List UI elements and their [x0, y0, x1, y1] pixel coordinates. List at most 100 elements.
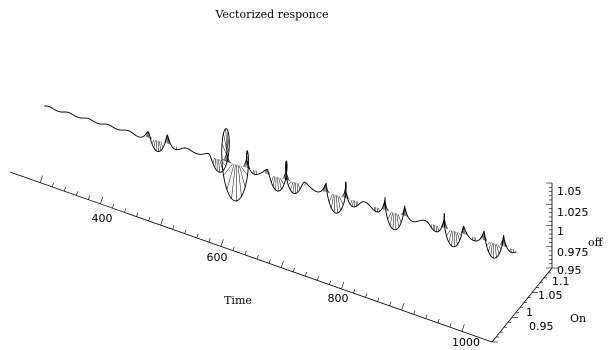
- off-tick-label-1: 1: [557, 225, 564, 238]
- response-vector: [165, 135, 168, 144]
- response-vector: [298, 183, 300, 190]
- response-series: [44, 105, 517, 259]
- response-vector: [151, 139, 155, 144]
- response-vector: [285, 164, 289, 181]
- response-vector: [402, 206, 405, 216]
- response-vector: [443, 216, 447, 229]
- response-vector: [328, 193, 333, 203]
- response-vector: [214, 158, 217, 168]
- response-vector: [392, 212, 395, 230]
- off-tick-label-0.975: 0.975: [557, 246, 589, 259]
- response-vector: [455, 231, 458, 245]
- response-vector: [346, 195, 350, 200]
- response-vector: [502, 235, 504, 247]
- response-vector: [387, 211, 392, 220]
- response-vector: [284, 161, 287, 180]
- response-vector: [509, 248, 511, 252]
- response-vector: [400, 211, 405, 215]
- response-vector: [461, 226, 464, 234]
- on-tick-label-1.1: 1.1: [552, 275, 570, 288]
- time-tick-mark: [341, 281, 345, 289]
- response-vector: [267, 170, 270, 175]
- response-vector: [237, 165, 242, 197]
- response-vector: [247, 163, 251, 169]
- response-vector: [460, 227, 464, 234]
- time-tick-label-400: 400: [92, 212, 113, 225]
- response-vector: [160, 141, 164, 149]
- time-tick-mark: [256, 255, 259, 260]
- response-vector: [389, 212, 394, 226]
- response-vector: [286, 177, 291, 182]
- response-vector: [458, 232, 462, 236]
- response-vector: [490, 242, 493, 257]
- response-vector: [219, 159, 224, 171]
- response-vector: [397, 213, 402, 223]
- response-vector: [246, 158, 249, 169]
- response-vector: [446, 229, 451, 237]
- response-vector: [404, 208, 407, 217]
- response-vector: [496, 243, 500, 255]
- off-axis-ticks: [546, 182, 552, 269]
- response-vector: [383, 199, 386, 210]
- response-vector: [223, 163, 233, 176]
- response-vector: [382, 202, 385, 210]
- time-tick-mark: [112, 204, 115, 209]
- response-vector: [325, 183, 328, 193]
- response-vector: [244, 151, 248, 168]
- time-axis-label: Time: [224, 294, 252, 307]
- time-tick-mark: [148, 216, 151, 221]
- time-tick-mark: [413, 310, 416, 315]
- response-vector: [159, 141, 162, 151]
- on-tick-label-1: 1: [526, 306, 533, 319]
- response-vector: [357, 201, 359, 206]
- time-tick-mark: [244, 250, 247, 255]
- response-vector: [245, 150, 248, 168]
- time-tick-mark: [304, 272, 307, 277]
- time-tick-mark: [88, 195, 91, 200]
- time-tick-mark: [316, 276, 319, 281]
- response-vector: [164, 136, 167, 143]
- response-vector: [221, 158, 232, 164]
- response-vector: [155, 140, 158, 151]
- time-tick-mark: [124, 208, 127, 213]
- time-tick-mark: [172, 225, 175, 230]
- response-vector: [488, 242, 492, 252]
- time-tick-mark: [63, 187, 66, 192]
- time-tick-mark: [280, 260, 284, 268]
- response-vector: [376, 207, 379, 213]
- response-vector: [435, 225, 438, 232]
- response-vector: [285, 170, 290, 181]
- time-tick-mark: [268, 259, 271, 264]
- time-tick-mark: [196, 233, 199, 238]
- on-tick-label-1.05: 1.05: [538, 289, 563, 302]
- time-tick-label-600: 600: [207, 251, 228, 264]
- response-vector: [378, 207, 380, 212]
- response-vector: [494, 243, 497, 258]
- time-tick-mark: [51, 182, 54, 187]
- response-vector: [218, 159, 221, 173]
- time-tick-mark: [401, 303, 405, 311]
- response-vector: [273, 176, 276, 187]
- response-vector: [384, 200, 388, 211]
- response-vector: [481, 233, 484, 240]
- time-tick-mark: [39, 175, 43, 183]
- time-tick-mark: [425, 314, 428, 319]
- time-tick-mark: [160, 218, 164, 226]
- response-vector: [451, 230, 454, 246]
- response-vector: [352, 200, 354, 207]
- response-vector: [225, 130, 229, 162]
- response-vector: [246, 153, 248, 169]
- response-vector: [292, 182, 295, 194]
- response-vector: [283, 164, 288, 180]
- time-tick-mark: [461, 324, 465, 332]
- response-vector: [331, 194, 335, 209]
- response-vector: [239, 165, 246, 188]
- time-tick-mark: [208, 238, 211, 243]
- response-vector: [149, 135, 152, 139]
- response-vector: [497, 244, 502, 250]
- time-tick-mark: [232, 246, 235, 251]
- time-tick-mark: [329, 280, 332, 285]
- time-tick-mark: [75, 191, 78, 196]
- response-vector: [385, 205, 390, 212]
